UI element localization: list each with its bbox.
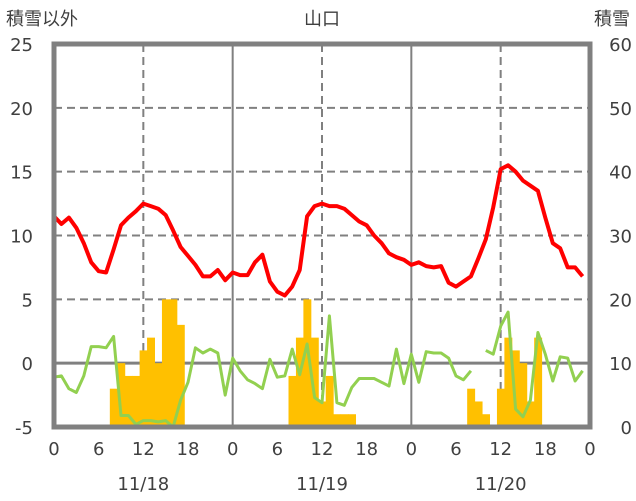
right-tick-label: 0 [621,418,632,439]
x-tick-label: 12 [311,439,334,460]
x-tick-label: 18 [177,439,200,460]
bar [139,350,148,427]
bar [504,337,513,427]
bar [526,401,535,427]
x-tick-label: 12 [489,439,512,460]
left-tick-label: 20 [10,99,33,120]
bar [295,337,304,427]
left-tick-label: 15 [10,163,33,184]
left-axis-title: 積雪以外 [6,9,78,30]
right-tick-label: 50 [609,99,632,120]
bar [109,388,118,427]
x-tick-label: 6 [93,439,104,460]
bar [467,388,476,427]
bar [288,375,297,427]
green-line [53,314,473,429]
date-label: 11/19 [296,474,348,495]
left-tick-label: 25 [10,35,33,56]
left-tick-label: -5 [15,418,33,439]
right-tick-label: 40 [609,163,632,184]
x-tick-label: 18 [534,439,557,460]
bar [482,414,490,427]
bar [534,337,543,427]
right-tick-label: 60 [609,35,632,56]
x-tick-label: 6 [450,439,461,460]
left-tick-label: 10 [10,227,33,248]
date-label: 11/20 [475,474,527,495]
chart-title: 山口 [304,9,340,30]
bar [511,350,520,427]
bar [474,401,483,427]
x-tick-label: 18 [355,439,378,460]
x-tick-label: 0 [48,439,59,460]
bar [169,299,178,427]
bar [496,388,505,427]
plot-border [51,41,593,430]
bar [348,414,356,427]
bar [519,363,528,427]
bar [340,414,349,427]
right-tick-label: 10 [609,354,632,375]
bar [161,299,170,427]
bar [154,363,163,427]
bar [132,375,141,427]
right-tick-label: 30 [609,227,632,248]
right-tick-label: 20 [609,290,632,311]
bar [176,324,185,427]
bar [318,401,327,427]
left-tick-label: 5 [22,290,33,311]
x-tick-label: 0 [584,439,595,460]
bar [303,299,312,427]
bar [147,337,155,427]
bar [310,337,319,427]
date-label: 11/18 [117,474,169,495]
x-tick-label: 12 [132,439,155,460]
right-axis-title: 積雪 [594,9,630,30]
green-line [485,310,584,419]
bar [117,363,126,427]
x-tick-label: 0 [406,439,417,460]
x-tick-label: 6 [272,439,283,460]
bar [124,375,133,427]
left-tick-label: 0 [22,354,33,375]
snow-bars [109,299,543,427]
red-line [52,163,585,298]
x-tick-label: 0 [227,439,238,460]
bar [333,414,342,427]
bar [325,375,334,427]
